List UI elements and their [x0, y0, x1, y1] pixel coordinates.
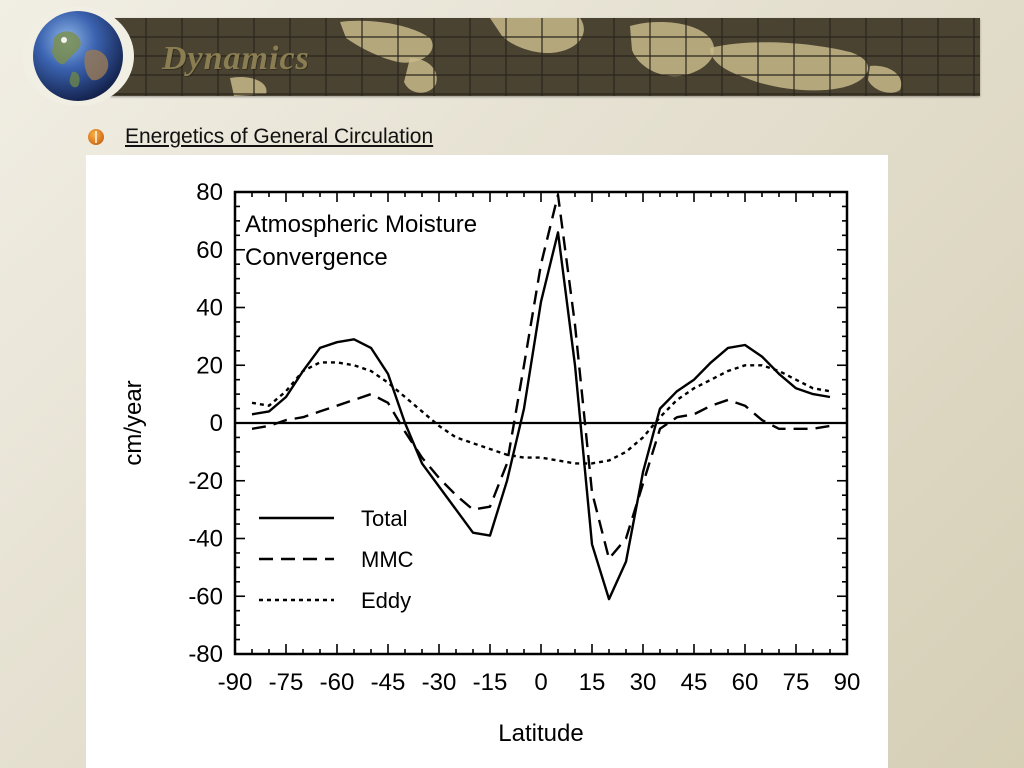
world-map-grid: [110, 18, 980, 96]
y-tick-label: -60: [188, 583, 223, 610]
chart-figure: -90 -75 -60 -45 -30 -15 0 15 30 45 60 75 90 80 60 40 20 0…: [86, 155, 888, 768]
header-banner: Dynamics: [110, 18, 980, 96]
legend-label-total: Total: [361, 506, 407, 531]
x-tick-label: -30: [422, 669, 457, 696]
series-line-eddy: [251, 361, 831, 465]
legend-label-mmc: MMC: [361, 547, 414, 572]
banner-continent: [630, 22, 715, 77]
y-tick-label: 80: [196, 179, 223, 206]
x-tick-label: -60: [320, 669, 355, 696]
x-tick-label: 30: [630, 669, 657, 696]
x-tick-label: 60: [732, 669, 759, 696]
banner-continent: [710, 42, 869, 91]
y-tick-label: -20: [188, 468, 223, 495]
x-tick-label: -45: [371, 669, 406, 696]
x-tick-label: 0: [534, 669, 547, 696]
page-title: Dynamics: [162, 40, 310, 77]
banner-continent: [230, 76, 267, 96]
moisture-convergence-chart: -90 -75 -60 -45 -30 -15 0 15 30 45 60 75 90 80 60 40 20 0…: [120, 179, 861, 747]
x-tick-label: -75: [269, 669, 304, 696]
series-line-total: [251, 231, 831, 601]
y-axis-label: cm/year: [120, 380, 147, 465]
x-tick-label: 75: [783, 669, 810, 696]
chart-title-line: Atmospheric Moisture: [245, 211, 477, 238]
orange-bullet-icon: [88, 129, 104, 145]
y-tick-label: 0: [210, 410, 223, 437]
globe-icon: [33, 11, 123, 101]
series-line-mmc: [251, 193, 831, 560]
x-tick-label: -90: [218, 669, 253, 696]
x-tick-label: 15: [579, 669, 606, 696]
y-tick-label: 40: [196, 295, 223, 322]
y-tick-label: 20: [196, 352, 223, 379]
x-tick-label: -15: [473, 669, 508, 696]
x-axis-label: Latitude: [498, 720, 583, 747]
slide-bullet-link[interactable]: Energetics of General Circulation: [125, 125, 434, 148]
banner-continent: [868, 65, 902, 93]
x-tick-label: 45: [681, 669, 708, 696]
y-tick-label: -40: [188, 526, 223, 553]
banner-continent: [340, 20, 433, 63]
banner-continent: [490, 18, 584, 54]
y-tick-label: 60: [196, 237, 223, 264]
y-tick-label: -80: [188, 641, 223, 668]
chart-title-line: Convergence: [245, 244, 388, 271]
x-tick-label: 90: [834, 669, 861, 696]
legend-label-eddy: Eddy: [361, 588, 411, 613]
